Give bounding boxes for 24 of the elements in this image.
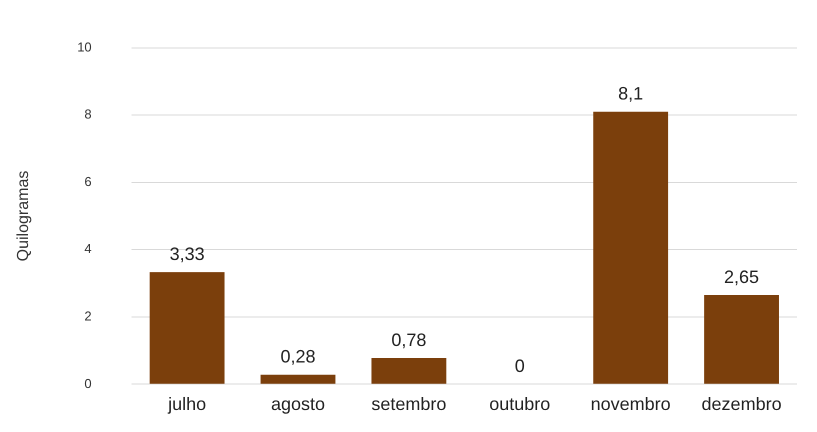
y-tick-label: 4: [84, 241, 92, 256]
bar: [593, 112, 668, 384]
y-axis-title: Quilogramas: [15, 170, 32, 262]
bar: [150, 272, 225, 384]
bar: [704, 295, 779, 384]
x-tick-label: dezembro: [702, 394, 782, 414]
y-tick-label: 8: [84, 106, 92, 122]
x-tick-label: setembro: [371, 394, 446, 414]
data-label: 2,65: [724, 267, 760, 288]
data-label: 0,78: [391, 330, 426, 350]
x-tick-label: novembro: [590, 394, 671, 414]
y-tick-label: 0: [84, 376, 92, 391]
bar: [371, 358, 446, 384]
bar: [260, 374, 336, 384]
x-tick-label: outubro: [489, 394, 550, 414]
y-tick-label: 6: [84, 174, 92, 189]
data-label: 0: [514, 356, 525, 376]
x-tick-label: agosto: [270, 394, 326, 414]
data-label: 8,1: [618, 84, 644, 104]
y-tick-label: 2: [84, 308, 92, 324]
y-tick-label: 10: [77, 39, 92, 54]
x-tick-label: julho: [167, 394, 206, 414]
data-label: 3,33: [170, 244, 205, 264]
data-label: 0,28: [280, 346, 316, 367]
